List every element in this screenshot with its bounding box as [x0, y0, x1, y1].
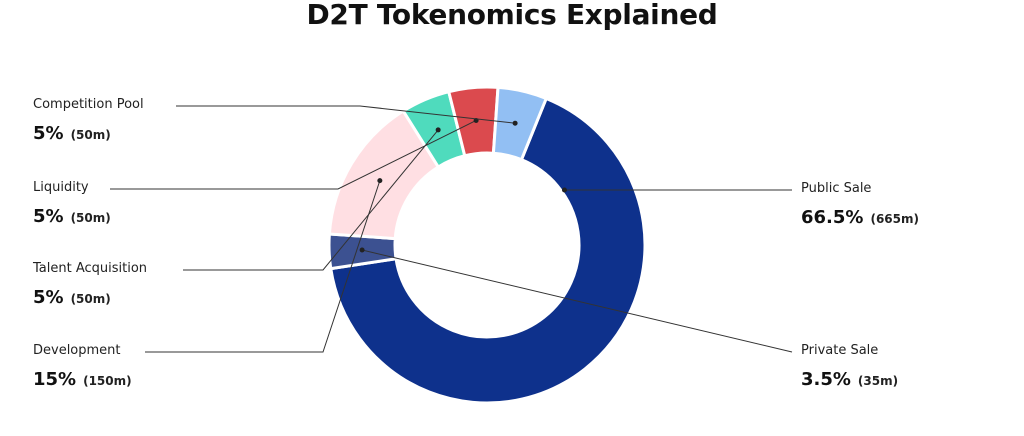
- label-value-talent-acquisition: 5% (50m): [33, 287, 111, 308]
- label-value-development: 15% (150m): [33, 369, 132, 390]
- leader-dot-development: [377, 178, 383, 184]
- label-percent-public-sale: 66.5%: [801, 207, 863, 228]
- leader-lines: [110, 105, 793, 353]
- label-name-talent-acquisition: Talent Acquisition: [32, 261, 147, 276]
- label-name-liquidity: Liquidity: [33, 180, 89, 195]
- label-value-public-sale: 66.5% (665m): [801, 207, 919, 228]
- leader-dot-talent-acquisition: [435, 127, 441, 133]
- slice-competition-pool: [491, 85, 549, 162]
- donut-slices: [327, 85, 647, 405]
- label-percent-liquidity: 5%: [33, 206, 64, 227]
- leader-line-competition-pool: [176, 105, 516, 124]
- label-value-competition-pool: 5% (50m): [33, 123, 111, 144]
- leader-dot-public-sale: [561, 187, 567, 193]
- label-percent-talent-acquisition: 5%: [33, 287, 64, 308]
- chart-title: D2T Tokenomics Explained: [306, 0, 718, 31]
- label-name-private-sale: Private Sale: [801, 343, 878, 358]
- label-percent-development: 15%: [33, 369, 76, 390]
- label-value-private-sale: 3.5% (35m): [801, 369, 898, 390]
- slice-public-sale: [329, 96, 647, 405]
- slice-labels: Public Sale 66.5% (665m) Private Sale 3.5% (3…: [32, 97, 919, 390]
- label-amount-talent-acquisition: (50m): [71, 292, 111, 306]
- label-amount-public-sale: (665m): [870, 212, 919, 226]
- label-percent-private-sale: 3.5%: [801, 369, 851, 390]
- label-value-liquidity: 5% (50m): [33, 206, 111, 227]
- label-amount-liquidity: (50m): [71, 211, 111, 225]
- leader-line-talent-acquisition: [183, 129, 439, 271]
- label-amount-development: (150m): [83, 374, 132, 388]
- label-name-public-sale: Public Sale: [801, 181, 871, 196]
- label-amount-competition-pool: (50m): [71, 128, 111, 142]
- leader-dot-competition-pool: [512, 120, 518, 126]
- label-percent-competition-pool: 5%: [33, 123, 64, 144]
- label-name-competition-pool: Competition Pool: [33, 97, 144, 112]
- leader-line-development: [145, 180, 381, 353]
- label-amount-private-sale: (35m): [858, 374, 898, 388]
- label-name-development: Development: [33, 343, 121, 358]
- leader-dot-private-sale: [359, 247, 365, 253]
- leader-line-liquidity: [110, 120, 477, 190]
- leader-line-private-sale: [361, 249, 793, 353]
